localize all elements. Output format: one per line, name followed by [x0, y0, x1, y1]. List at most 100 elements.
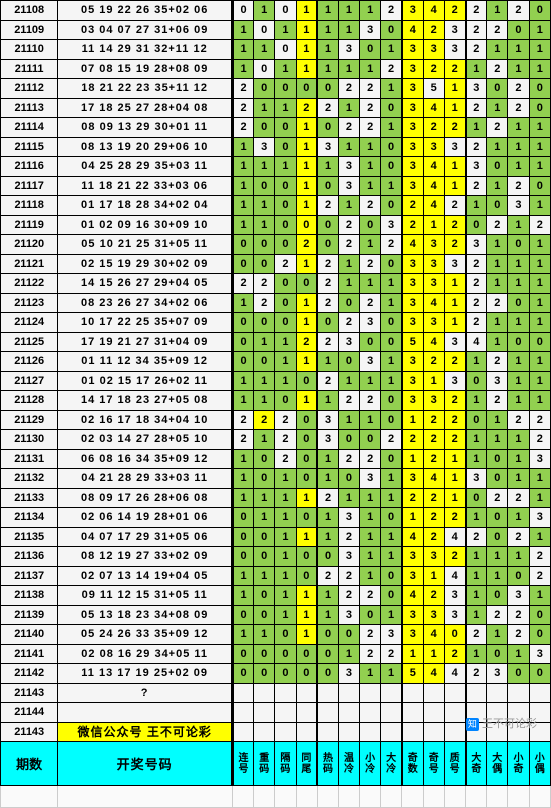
data-cell: 1 [360, 274, 381, 294]
data-cell: 1 [529, 196, 550, 216]
data-cell: 3 [529, 449, 550, 469]
data-cell [381, 703, 402, 723]
data-cell: 0 [381, 20, 402, 40]
header-col: 温冷 [338, 742, 359, 786]
data-cell: 2 [508, 98, 529, 118]
nums-cell: 03 04 07 27 31+06 09 [58, 20, 233, 40]
data-cell: 1 [254, 40, 275, 60]
nums-cell: 17 18 25 27 28+04 08 [58, 98, 233, 118]
data-cell: 2 [338, 527, 359, 547]
data-cell: 2 [381, 1, 402, 21]
data-cell: 2 [317, 196, 338, 216]
data-cell: 0 [254, 605, 275, 625]
data-cell: 3 [466, 157, 487, 177]
data-cell: 0 [317, 625, 338, 645]
nums-cell: 07 08 15 19 28+08 09 [58, 59, 233, 79]
data-cell: 0 [381, 313, 402, 333]
data-cell: 2 [338, 118, 359, 138]
data-cell: 2 [423, 20, 444, 40]
data-cell: 1 [296, 137, 317, 157]
data-cell: 3 [487, 664, 508, 684]
issue-cell: 21112 [1, 79, 58, 99]
data-cell: 1 [508, 40, 529, 60]
data-cell: 2 [402, 430, 423, 450]
data-cell: 3 [402, 157, 423, 177]
data-cell: 2 [423, 410, 444, 430]
data-cell: 4 [466, 332, 487, 352]
issue-cell: 21143 [1, 722, 58, 742]
data-cell: 2 [296, 235, 317, 255]
data-cell [402, 722, 423, 742]
data-cell: 3 [423, 40, 444, 60]
data-cell: 0 [275, 176, 296, 196]
data-cell: 1 [317, 586, 338, 606]
data-cell: 2 [444, 215, 465, 235]
data-cell: 0 [317, 664, 338, 684]
data-cell: 1 [466, 391, 487, 411]
data-cell: 1 [232, 625, 253, 645]
data-cell: 2 [423, 118, 444, 138]
data-cell: 1 [317, 59, 338, 79]
data-cell: 1 [381, 547, 402, 567]
data-cell: 2 [423, 586, 444, 606]
header-col: 大偶 [487, 742, 508, 786]
data-cell: 0 [275, 644, 296, 664]
data-cell: 1 [254, 332, 275, 352]
data-cell: 2 [232, 430, 253, 450]
data-cell: 0 [529, 605, 550, 625]
issue-cell: 21140 [1, 625, 58, 645]
data-cell: 0 [254, 352, 275, 372]
data-cell: 0 [508, 235, 529, 255]
header-col: 小奇 [508, 742, 529, 786]
data-cell: 1 [338, 137, 359, 157]
data-cell: 2 [508, 79, 529, 99]
data-cell: 4 [423, 176, 444, 196]
data-cell: 3 [402, 274, 423, 294]
data-cell: 3 [508, 586, 529, 606]
data-cell: 1 [466, 586, 487, 606]
data-cell: 1 [317, 449, 338, 469]
data-cell: 0 [317, 547, 338, 567]
data-cell: 3 [508, 196, 529, 216]
data-cell: 3 [402, 391, 423, 411]
data-cell [381, 722, 402, 742]
data-cell: 1 [466, 59, 487, 79]
data-cell: 0 [232, 1, 253, 21]
data-cell: 2 [317, 98, 338, 118]
data-cell: 1 [254, 157, 275, 177]
data-cell: 1 [275, 59, 296, 79]
data-cell: 2 [232, 410, 253, 430]
data-cell: 1 [254, 430, 275, 450]
issue-cell: 21119 [1, 215, 58, 235]
data-cell: 1 [529, 59, 550, 79]
data-cell: 1 [487, 547, 508, 567]
data-cell: 0 [254, 527, 275, 547]
data-cell: 1 [466, 196, 487, 216]
data-cell: 1 [338, 644, 359, 664]
data-cell: 1 [529, 391, 550, 411]
data-cell: 1 [296, 605, 317, 625]
data-cell: 3 [317, 430, 338, 450]
data-cell: 1 [275, 547, 296, 567]
issue-cell: 21133 [1, 488, 58, 508]
data-cell [296, 722, 317, 742]
data-cell: 1 [444, 449, 465, 469]
data-cell: 0 [487, 196, 508, 216]
data-cell: 3 [360, 20, 381, 40]
data-cell: 2 [423, 449, 444, 469]
data-cell: 1 [444, 157, 465, 177]
data-cell: 0 [254, 176, 275, 196]
data-cell: 4 [423, 157, 444, 177]
nums-cell: 02 08 16 29 34+05 11 [58, 644, 233, 664]
data-cell: 1 [360, 157, 381, 177]
data-cell: 2 [232, 98, 253, 118]
data-cell [508, 683, 529, 703]
data-cell: 3 [529, 508, 550, 528]
issue-cell: 21116 [1, 157, 58, 177]
data-cell: 4 [402, 20, 423, 40]
data-cell: 1 [529, 40, 550, 60]
data-cell [338, 722, 359, 742]
table-row: 2111508 13 19 20 29+06 10130131103332111 [1, 137, 551, 157]
data-cell: 0 [254, 313, 275, 333]
table-row: 2112517 19 21 27 31+04 09011223005434100 [1, 332, 551, 352]
